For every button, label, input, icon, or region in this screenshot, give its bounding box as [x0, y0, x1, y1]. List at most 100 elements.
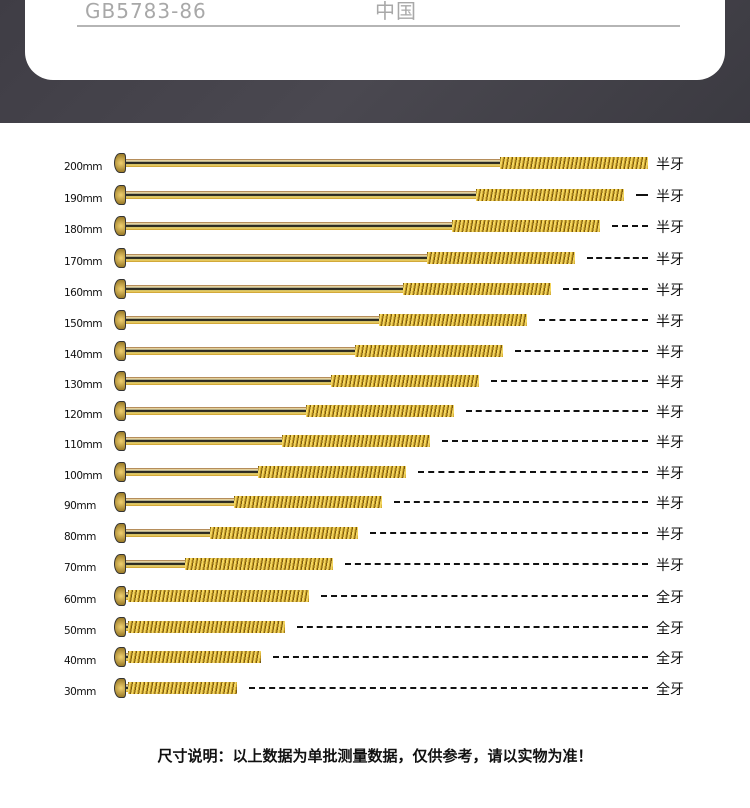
screw-thread [128, 590, 310, 602]
screw-head [114, 153, 126, 173]
screw-shank [126, 592, 128, 600]
screw-thread [258, 466, 406, 478]
screw-head [114, 279, 126, 299]
leader-line [369, 532, 648, 534]
leader-line [272, 656, 648, 658]
screw-thread [354, 345, 503, 357]
length-label: 40mm [64, 655, 96, 667]
screw-head [114, 586, 126, 606]
screw-shank [126, 347, 355, 355]
leader-line [611, 225, 648, 227]
screw-thread [185, 558, 334, 570]
length-label: 100mm [64, 470, 103, 482]
screw-shank [126, 468, 258, 476]
screw-head [114, 216, 126, 236]
length-label: 160mm [64, 287, 103, 299]
screw-thread [403, 283, 552, 295]
screw-head [114, 554, 126, 574]
leader-line [442, 440, 648, 442]
screw-head [114, 310, 126, 330]
screw-head [114, 248, 126, 268]
standard-value: GB5783-86 [85, 0, 207, 23]
length-label: 140mm [64, 349, 103, 361]
dark-background: GB5783-86 中国 [0, 0, 750, 123]
screw-thread [379, 314, 527, 326]
screw-row: 90mm 半牙 [0, 492, 750, 516]
length-label: 120mm [64, 409, 103, 421]
screw-shank [126, 159, 500, 167]
length-label: 190mm [64, 193, 103, 205]
screw-row: 120mm 半牙 [0, 401, 750, 425]
screw-row: 130mm 半牙 [0, 371, 750, 395]
screw-head [114, 341, 126, 361]
leader-line [539, 319, 648, 321]
thread-type-label: 半牙 [656, 345, 684, 361]
screw-head [114, 523, 126, 543]
screw-shank [126, 437, 283, 445]
thread-type-label: 半牙 [656, 189, 684, 205]
leader-line [466, 410, 648, 412]
screw-thread [128, 682, 237, 694]
length-label: 200mm [64, 161, 103, 173]
leader-line [514, 350, 648, 352]
leader-line [345, 563, 648, 565]
screw-head [114, 492, 126, 512]
length-label: 110mm [64, 439, 103, 451]
screw-row: 170mm 半牙 [0, 248, 750, 272]
length-label: 170mm [64, 256, 103, 268]
screw-shank [126, 316, 379, 324]
thread-type-label: 半牙 [656, 252, 684, 268]
screw-row: 70mm 半牙 [0, 554, 750, 578]
thread-type-label: 全牙 [656, 621, 684, 637]
screw-shank [126, 498, 234, 506]
screw-shank [126, 653, 128, 661]
screw-head [114, 617, 126, 637]
thread-type-label: 全牙 [656, 590, 684, 606]
length-label: 30mm [64, 686, 96, 698]
size-note: 尺寸说明：以上数据为单批测量数据，仅供参考，请以实物为准！ [157, 747, 593, 765]
length-label: 70mm [64, 562, 96, 574]
thread-type-label: 半牙 [656, 405, 684, 421]
leader-line [248, 687, 648, 689]
screw-head [114, 371, 126, 391]
leader-line [418, 471, 648, 473]
screw-thread [282, 435, 431, 447]
divider [77, 25, 680, 27]
leader-line [587, 257, 648, 259]
screw-shank [126, 254, 428, 262]
thread-type-label: 半牙 [656, 283, 684, 299]
screw-thread [306, 405, 455, 417]
origin-value: 中国 [375, 0, 417, 23]
screw-row: 200mm 半牙 [0, 153, 750, 177]
screw-thread [500, 157, 648, 169]
length-label: 90mm [64, 500, 96, 512]
screw-thread [128, 621, 285, 633]
length-label: 130mm [64, 379, 103, 391]
thread-type-label: 半牙 [656, 466, 684, 482]
leader-line [635, 194, 648, 196]
screw-shank [126, 407, 307, 415]
screw-row: 80mm 半牙 [0, 523, 750, 547]
screw-row: 150mm 半牙 [0, 310, 750, 334]
screw-row: 160mm 半牙 [0, 279, 750, 303]
screw-thread [209, 527, 358, 539]
leader-line [297, 626, 648, 628]
screw-thread [233, 496, 382, 508]
screw-row: 190mm 半牙 [0, 185, 750, 209]
screw-thread [128, 651, 261, 663]
screw-head [114, 185, 126, 205]
spec-card: GB5783-86 中国 [25, 0, 725, 80]
thread-type-label: 半牙 [656, 558, 684, 574]
screw-shank [126, 529, 210, 537]
screw-thread [330, 375, 479, 387]
screw-head [114, 431, 126, 451]
leader-line [321, 595, 648, 597]
length-label: 50mm [64, 625, 96, 637]
leader-line [393, 501, 648, 503]
screw-thread [475, 189, 624, 201]
screw-head [114, 678, 126, 698]
length-label: 60mm [64, 594, 96, 606]
screw-row: 50mm 全牙 [0, 617, 750, 641]
thread-type-label: 半牙 [656, 375, 684, 391]
screw-shank [126, 222, 452, 230]
